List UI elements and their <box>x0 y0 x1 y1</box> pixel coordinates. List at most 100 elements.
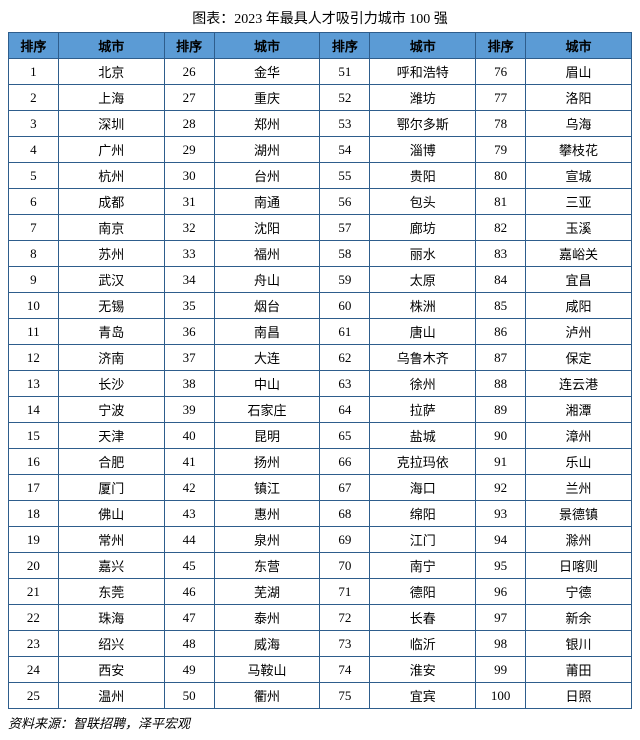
rank-cell: 54 <box>320 137 370 163</box>
city-cell: 舟山 <box>214 267 320 293</box>
city-cell: 南京 <box>58 215 164 241</box>
table-row: 16合肥41扬州66克拉玛依91乐山 <box>9 449 632 475</box>
rank-cell: 61 <box>320 319 370 345</box>
rank-cell: 72 <box>320 605 370 631</box>
rank-cell: 8 <box>9 241 59 267</box>
rank-cell: 92 <box>476 475 526 501</box>
rank-cell: 91 <box>476 449 526 475</box>
rank-cell: 3 <box>9 111 59 137</box>
table-row: 17厦门42镇江67海口92兰州 <box>9 475 632 501</box>
rank-cell: 39 <box>164 397 214 423</box>
rank-cell: 57 <box>320 215 370 241</box>
ranking-table: 排序 城市 排序 城市 排序 城市 排序 城市 1北京26金华51呼和浩特76眉… <box>8 32 632 709</box>
rank-cell: 9 <box>9 267 59 293</box>
rank-cell: 32 <box>164 215 214 241</box>
city-cell: 滁州 <box>526 527 632 553</box>
table-row: 6成都31南通56包头81三亚 <box>9 189 632 215</box>
city-cell: 莆田 <box>526 657 632 683</box>
city-cell: 连云港 <box>526 371 632 397</box>
rank-cell: 49 <box>164 657 214 683</box>
col-city: 城市 <box>370 33 476 59</box>
city-cell: 福州 <box>214 241 320 267</box>
rank-cell: 12 <box>9 345 59 371</box>
rank-cell: 68 <box>320 501 370 527</box>
city-cell: 合肥 <box>58 449 164 475</box>
city-cell: 景德镇 <box>526 501 632 527</box>
rank-cell: 27 <box>164 85 214 111</box>
rank-cell: 36 <box>164 319 214 345</box>
city-cell: 嘉峪关 <box>526 241 632 267</box>
rank-cell: 60 <box>320 293 370 319</box>
city-cell: 新余 <box>526 605 632 631</box>
rank-cell: 74 <box>320 657 370 683</box>
rank-cell: 99 <box>476 657 526 683</box>
rank-cell: 77 <box>476 85 526 111</box>
city-cell: 徐州 <box>370 371 476 397</box>
table-row: 14宁波39石家庄64拉萨89湘潭 <box>9 397 632 423</box>
rank-cell: 5 <box>9 163 59 189</box>
city-cell: 眉山 <box>526 59 632 85</box>
city-cell: 贵阳 <box>370 163 476 189</box>
city-cell: 潍坊 <box>370 85 476 111</box>
city-cell: 兰州 <box>526 475 632 501</box>
city-cell: 日照 <box>526 683 632 709</box>
city-cell: 宁波 <box>58 397 164 423</box>
rank-cell: 47 <box>164 605 214 631</box>
city-cell: 克拉玛依 <box>370 449 476 475</box>
rank-cell: 20 <box>9 553 59 579</box>
city-cell: 南通 <box>214 189 320 215</box>
city-cell: 芜湖 <box>214 579 320 605</box>
rank-cell: 18 <box>9 501 59 527</box>
city-cell: 鄂尔多斯 <box>370 111 476 137</box>
city-cell: 丽水 <box>370 241 476 267</box>
city-cell: 温州 <box>58 683 164 709</box>
rank-cell: 79 <box>476 137 526 163</box>
table-header-row: 排序 城市 排序 城市 排序 城市 排序 城市 <box>9 33 632 59</box>
rank-cell: 45 <box>164 553 214 579</box>
table-row: 25温州50衢州75宜宾100日照 <box>9 683 632 709</box>
city-cell: 银川 <box>526 631 632 657</box>
table-row: 7南京32沈阳57廊坊82玉溪 <box>9 215 632 241</box>
table-row: 22珠海47泰州72长春97新余 <box>9 605 632 631</box>
city-cell: 江门 <box>370 527 476 553</box>
rank-cell: 82 <box>476 215 526 241</box>
city-cell: 重庆 <box>214 85 320 111</box>
rank-cell: 93 <box>476 501 526 527</box>
city-cell: 中山 <box>214 371 320 397</box>
rank-cell: 23 <box>9 631 59 657</box>
city-cell: 海口 <box>370 475 476 501</box>
rank-cell: 14 <box>9 397 59 423</box>
rank-cell: 2 <box>9 85 59 111</box>
table-row: 21东莞46芜湖71德阳96宁德 <box>9 579 632 605</box>
city-cell: 德阳 <box>370 579 476 605</box>
city-cell: 太原 <box>370 267 476 293</box>
rank-cell: 100 <box>476 683 526 709</box>
city-cell: 石家庄 <box>214 397 320 423</box>
rank-cell: 16 <box>9 449 59 475</box>
city-cell: 唐山 <box>370 319 476 345</box>
rank-cell: 89 <box>476 397 526 423</box>
city-cell: 台州 <box>214 163 320 189</box>
rank-cell: 80 <box>476 163 526 189</box>
rank-cell: 55 <box>320 163 370 189</box>
rank-cell: 83 <box>476 241 526 267</box>
rank-cell: 33 <box>164 241 214 267</box>
rank-cell: 1 <box>9 59 59 85</box>
city-cell: 廊坊 <box>370 215 476 241</box>
city-cell: 包头 <box>370 189 476 215</box>
city-cell: 厦门 <box>58 475 164 501</box>
rank-cell: 6 <box>9 189 59 215</box>
city-cell: 日喀则 <box>526 553 632 579</box>
city-cell: 深圳 <box>58 111 164 137</box>
city-cell: 济南 <box>58 345 164 371</box>
city-cell: 乌海 <box>526 111 632 137</box>
col-city: 城市 <box>526 33 632 59</box>
city-cell: 南昌 <box>214 319 320 345</box>
city-cell: 泉州 <box>214 527 320 553</box>
city-cell: 衢州 <box>214 683 320 709</box>
rank-cell: 94 <box>476 527 526 553</box>
city-cell: 淄博 <box>370 137 476 163</box>
rank-cell: 30 <box>164 163 214 189</box>
rank-cell: 71 <box>320 579 370 605</box>
city-cell: 泰州 <box>214 605 320 631</box>
